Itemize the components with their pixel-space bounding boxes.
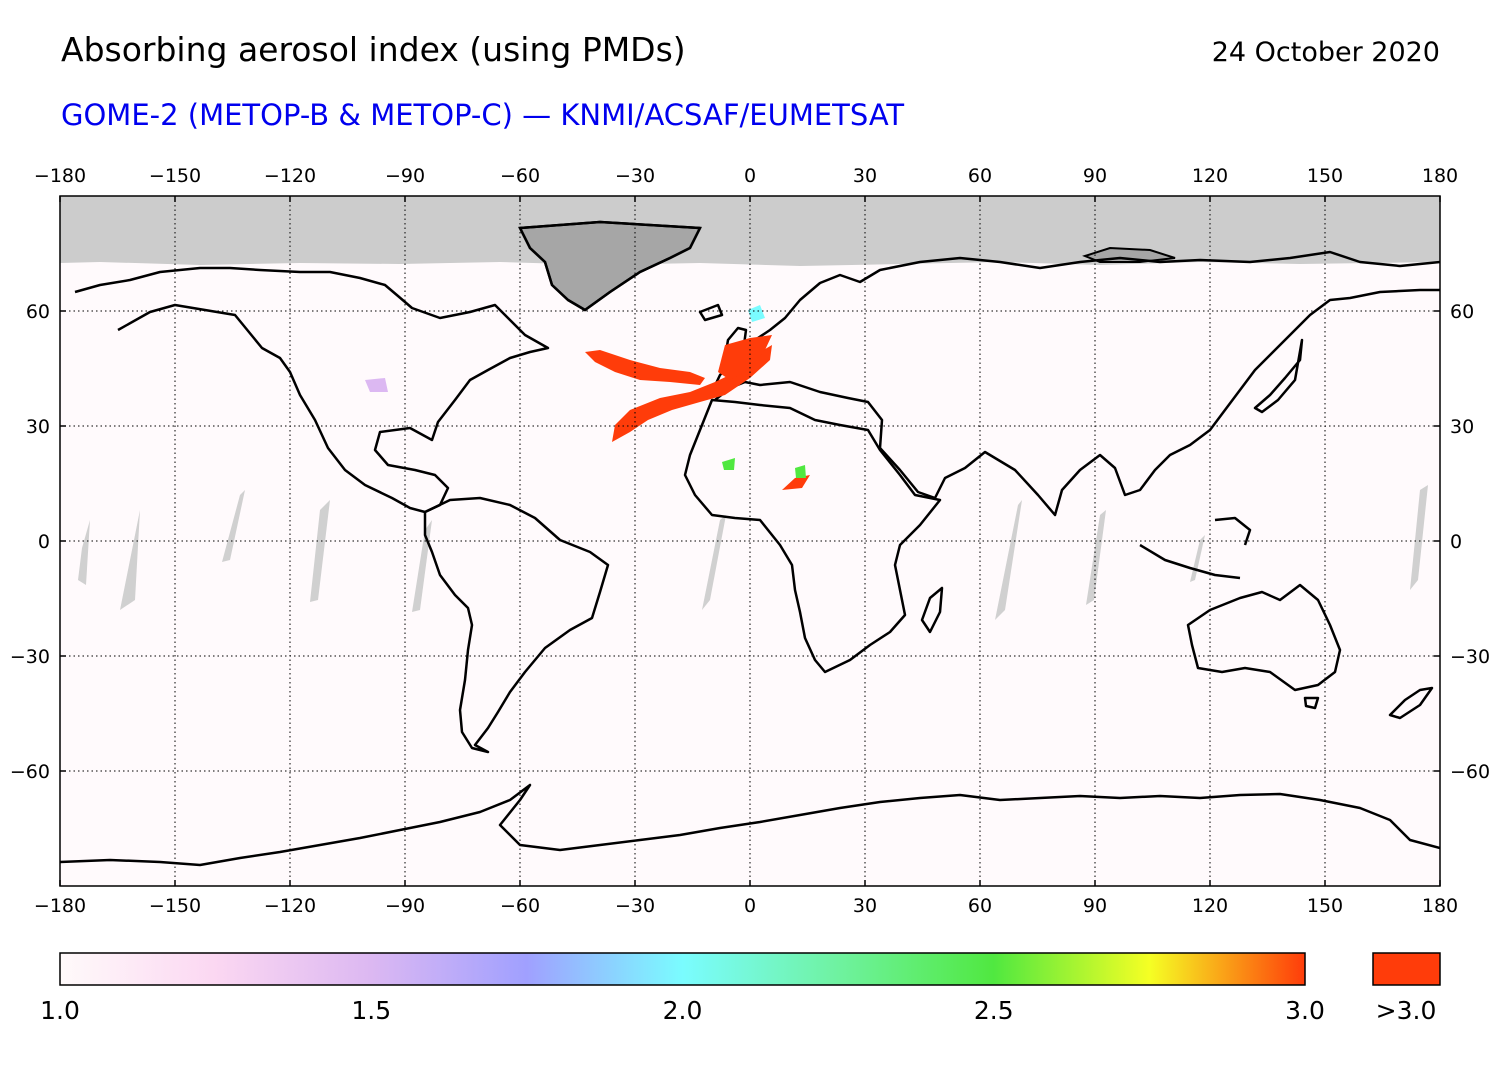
lon-tick-label-bottom: 30: [853, 895, 877, 917]
lat-tick-label-left: 0: [38, 531, 50, 553]
lon-tick-label-bottom: −90: [385, 895, 425, 917]
lon-tick-label-bottom: −180: [34, 895, 86, 917]
axis-tick-labels: −180 −180 −150 −150 −120 −120 −90 −90 −60 −60 −30 −…: [10, 165, 1490, 917]
plume-cyan-uk: [748, 305, 765, 322]
lon-tick-label-top: −60: [500, 165, 540, 187]
new-zealand-coast: [1388, 686, 1434, 720]
lon-tick-label-bottom: −150: [149, 895, 201, 917]
map-title: Absorbing aerosol index (using PMDs): [61, 30, 686, 69]
colorbar-tick-label: 1.5: [351, 996, 391, 1025]
africa-coast: [683, 398, 942, 674]
colorbar-over-label: >3.0: [1376, 996, 1437, 1025]
colorbar: 1.0 1.5 2.0 2.5 3.0 >3.0: [40, 952, 1441, 1025]
plume-atlantic-south: [612, 345, 772, 442]
lon-tick-label-bottom: −30: [615, 895, 655, 917]
japan-coast: [1253, 338, 1304, 414]
aerosol-plumes: [365, 305, 810, 490]
tasmania-coast: [1303, 696, 1320, 710]
lon-tick-label-top: 60: [968, 165, 992, 187]
plume-violet-na: [365, 378, 388, 392]
colorbar-tick-label: 2.5: [974, 996, 1014, 1025]
north-america-coast: [74, 266, 550, 514]
lat-tick-label-right: 60: [1450, 301, 1474, 323]
colorbar-tick-label: 3.0: [1285, 996, 1325, 1025]
iceland-coast: [698, 303, 724, 322]
map-panel: −180 −180 −150 −150 −120 −120 −90 −90 −60 −60 −30 −…: [10, 165, 1490, 917]
lat-tick-label-left: 30: [26, 416, 50, 438]
colorbar-gradient: [59, 952, 1306, 986]
lon-tick-label-top: −90: [385, 165, 425, 187]
lat-tick-label-right: 0: [1450, 531, 1462, 553]
lon-tick-label-bottom: 120: [1192, 895, 1228, 917]
lon-tick-label-bottom: 180: [1422, 895, 1458, 917]
colorbar-over-range-box: [1372, 952, 1441, 986]
lon-tick-label-bottom: 150: [1307, 895, 1343, 917]
lat-tick-label-right: −30: [1450, 646, 1490, 668]
lon-tick-label-bottom: 0: [744, 895, 756, 917]
lon-tick-label-top: 180: [1422, 165, 1458, 187]
lon-tick-label-top: 150: [1307, 165, 1343, 187]
lon-tick-label-top: −120: [264, 165, 316, 187]
lon-tick-label-top: −150: [149, 165, 201, 187]
plume-africa-green: [722, 458, 806, 478]
indonesia-coast: [1139, 516, 1252, 580]
lat-tick-label-left: −30: [10, 646, 50, 668]
lon-tick-label-top: 0: [744, 165, 756, 187]
greenland-coast: [518, 220, 702, 312]
lat-tick-label-left: 60: [26, 301, 50, 323]
map-date: 24 October 2020: [1211, 37, 1440, 68]
lat-tick-label-right: −60: [1450, 761, 1490, 783]
lon-tick-label-top: −180: [34, 165, 86, 187]
lat-tick-label-right: 30: [1450, 416, 1474, 438]
colorbar-tick-label: 2.0: [663, 996, 703, 1025]
australia-coast: [1186, 583, 1342, 692]
graticule: [60, 196, 1440, 886]
lon-tick-label-bottom: −60: [500, 895, 540, 917]
lon-tick-label-bottom: 90: [1083, 895, 1107, 917]
colorbar-labels: 1.0 1.5 2.0 2.5 3.0: [40, 996, 1325, 1025]
map-subtitle: GOME-2 (METOP-B & METOP-C) — KNMI/ACSAF/…: [61, 98, 905, 132]
lon-tick-label-top: −30: [615, 165, 655, 187]
lon-tick-label-bottom: 60: [968, 895, 992, 917]
colorbar-tick-label: 1.0: [40, 996, 80, 1025]
lon-tick-label-top: 30: [853, 165, 877, 187]
madagascar-coast: [920, 586, 944, 634]
antarctica-coast: [60, 783, 1440, 867]
lon-tick-label-bottom: −120: [264, 895, 316, 917]
lat-tick-label-left: −60: [10, 761, 50, 783]
orbit-gaps: [78, 485, 1428, 620]
north-no-data-region: [60, 196, 1440, 266]
plume-atlantic-north: [585, 350, 705, 385]
coastlines: [60, 220, 1440, 867]
plume-africa-red: [782, 475, 810, 490]
axis-ticks: [59, 196, 1441, 886]
lon-tick-label-top: 120: [1192, 165, 1228, 187]
plume-europe: [718, 335, 772, 380]
south-america-coast: [423, 496, 610, 754]
lon-tick-label-top: 90: [1083, 165, 1107, 187]
